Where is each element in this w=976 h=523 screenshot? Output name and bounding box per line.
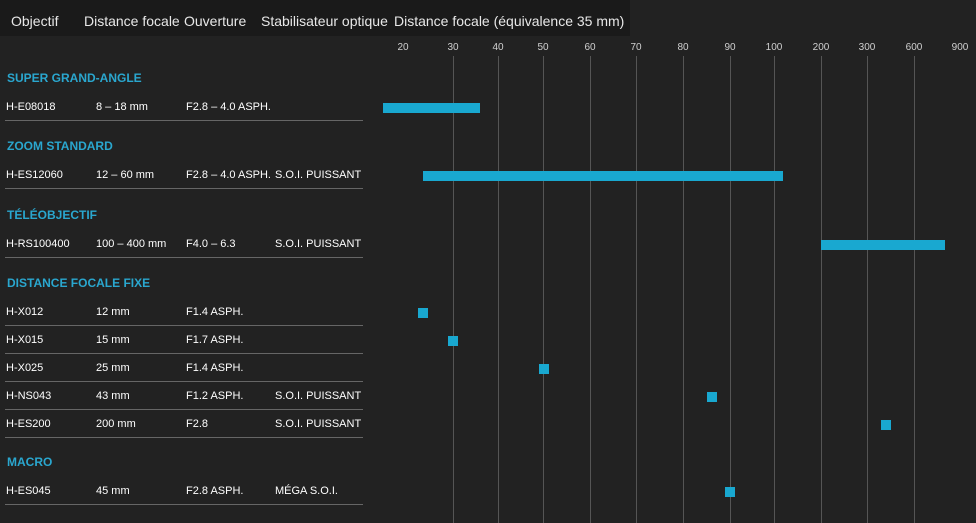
x-tick-label: 60 [584,42,596,53]
x-tick-label: 100 [765,42,783,53]
x-tick-label: 30 [447,42,459,53]
lens-aperture: F2.8 [186,418,209,430]
x-tick-label: 600 [905,42,923,53]
row-divider [5,353,363,354]
section-title: ZOOM STANDARD [7,139,113,153]
gridline [730,56,731,523]
gridline [453,56,454,523]
row-divider [5,120,363,121]
x-tick-label: 40 [492,42,504,53]
lens-stabilizer: S.O.I. PUISSANT [275,390,362,402]
lens-model: H-NS043 [6,390,52,402]
gridline [590,56,591,523]
lens-model: H-X015 [6,334,44,346]
lens-model: H-ES12060 [6,169,63,181]
focal-range-bar [881,420,892,430]
section-title: TÉLÉOBJECTIF [7,208,98,222]
header-stabilizer: Stabilisateur optique [261,13,388,29]
lens-aperture: F2.8 – 4.0 ASPH. [186,101,271,113]
lens-focal-length: 8 – 18 mm [96,101,148,113]
lens-model: H-E08018 [6,101,56,113]
row-divider [5,504,363,505]
x-tick-label: 80 [677,42,689,53]
lens-aperture: F4.0 – 6.3 [186,238,236,250]
lens-stabilizer: S.O.I. PUISSANT [275,238,362,250]
focal-range-bar [383,103,480,113]
x-tick-label: 90 [724,42,736,53]
gridline [821,56,822,523]
section-title: SUPER GRAND-ANGLE [7,71,142,85]
focal-range-bar [821,240,945,250]
focal-range-bar [725,487,736,497]
x-tick-label: 20 [397,42,409,53]
gridline [774,56,775,523]
lens-focal-length: 12 mm [96,306,130,318]
lens-focal-length: 43 mm [96,390,130,402]
chart-title: Distance focale (équivalence 35 mm) [394,13,625,29]
lens-focal-length: 25 mm [96,362,130,374]
lens-model: H-X012 [6,306,44,318]
section-title: DISTANCE FOCALE FIXE [7,276,151,290]
focal-range-bar [423,171,784,181]
header-focal-length: Distance focale [84,13,180,29]
x-tick-label: 70 [630,42,642,53]
row-divider [5,409,363,410]
lens-focal-length: 15 mm [96,334,130,346]
row-divider [5,437,363,438]
lens-model: H-X025 [6,362,44,374]
lens-aperture: F1.7 ASPH. [186,334,244,346]
lens-stabilizer: MÉGA S.O.I. [275,485,338,497]
focal-range-bar [448,336,458,346]
header-lens: Objectif [11,13,59,29]
lens-aperture: F1.2 ASPH. [186,390,244,402]
header-band [0,0,630,36]
x-tick-label: 900 [951,42,969,53]
focal-range-bar [706,392,717,402]
lens-model: H-ES045 [6,485,51,497]
section-title: MACRO [7,455,53,469]
row-divider [5,188,363,189]
focal-range-bar [538,364,549,374]
gridline [683,56,684,523]
x-tick-label: 300 [858,42,876,53]
lens-model: H-RS100400 [6,238,70,250]
header-aperture: Ouverture [184,13,247,29]
lens-aperture: F1.4 ASPH. [186,362,244,374]
lens-model: H-ES200 [6,418,51,430]
lens-focal-length: 100 – 400 mm [96,238,167,250]
lens-focal-length: 45 mm [96,485,130,497]
gridline [636,56,637,523]
gridline [867,56,868,523]
gridline [543,56,544,523]
focal-range-bar [418,308,428,318]
gridline [498,56,499,523]
gridline [914,56,915,523]
row-divider [5,325,363,326]
lens-focal-length: 200 mm [96,418,136,430]
lens-aperture: F2.8 ASPH. [186,485,244,497]
lens-aperture: F1.4 ASPH. [186,306,244,318]
row-divider [5,257,363,258]
lens-aperture: F2.8 – 4.0 ASPH. [186,169,271,181]
lens-focal-length: 12 – 60 mm [96,169,155,181]
x-tick-label: 50 [537,42,549,53]
x-tick-label: 200 [812,42,830,53]
lens-stabilizer: S.O.I. PUISSANT [275,418,362,430]
lens-stabilizer: S.O.I. PUISSANT [275,169,362,181]
row-divider [5,381,363,382]
